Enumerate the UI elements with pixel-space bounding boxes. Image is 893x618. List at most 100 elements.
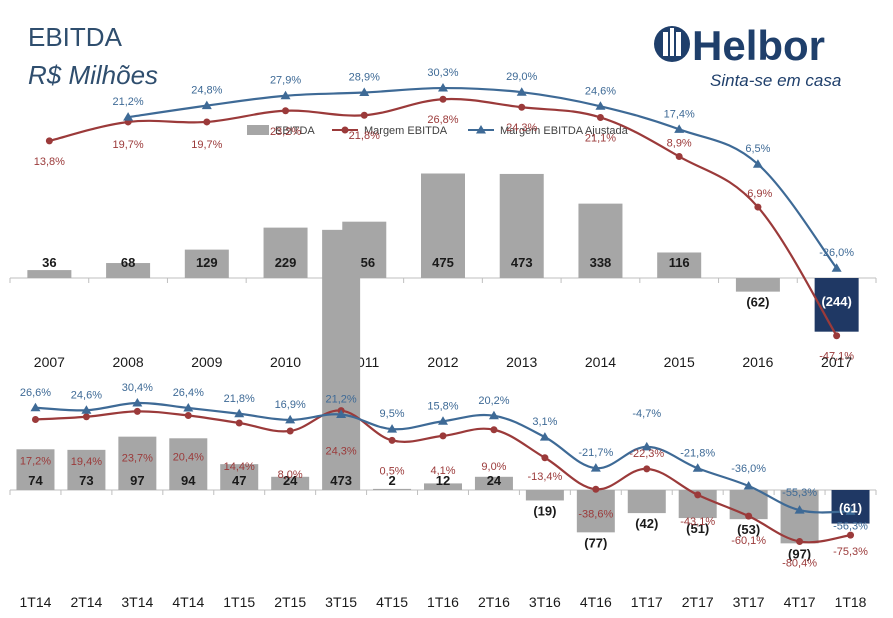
margem-ebitda-label: 23,2%	[270, 126, 301, 138]
margem-ebitda-point	[541, 454, 549, 462]
margem-ajustada-label: 15,8%	[427, 400, 458, 412]
margem-ajustada-label: -4,7%	[632, 408, 661, 420]
margem-ajustada-point	[285, 414, 296, 424]
legend-marker-circle	[341, 126, 349, 134]
annual-ebitda-chart: 36 68 129 229 256 475 473 338 116(62) (244)13,8%1…	[9, 67, 877, 370]
ebitda-value-label: 47	[232, 473, 246, 488]
x-tick-label: 2016	[742, 354, 773, 370]
margem-ajustada-point	[280, 90, 291, 100]
ebitda-bar	[373, 488, 412, 490]
margem-ajustada-point	[30, 402, 41, 412]
x-tick-label: 2014	[585, 354, 616, 370]
margem-ebitda-label: 20,4%	[173, 452, 204, 464]
margem-ajustada-label: 20,2%	[478, 395, 509, 407]
margem-ebitda-point	[45, 137, 53, 145]
ebitda-value-label: 97	[130, 473, 144, 488]
ebitda-value-label: 129	[196, 255, 218, 270]
ebitda-value-label: 116	[669, 255, 690, 270]
ebitda-bar	[627, 490, 666, 514]
helbor-logo: Helbor Sinta-se em casa	[654, 22, 841, 90]
x-tick-label: 3T15	[325, 594, 357, 610]
ebitda-value-label: (62)	[746, 295, 769, 310]
ebitda-bar	[220, 464, 259, 490]
ebitda-value-label: 24	[283, 473, 298, 488]
ebitda-value-label: 229	[275, 255, 297, 270]
ebitda-bar	[424, 483, 462, 490]
x-tick-label: 2010	[270, 354, 301, 370]
ebitda-value-label: (244)	[821, 294, 851, 309]
chart-legend: EBITDA Margem EBITDA Margem EBITDA Ajustad…	[247, 125, 629, 137]
x-tick-label: 2T17	[682, 594, 714, 610]
margem-ajustada-point	[132, 398, 143, 407]
margem-ajustada-point	[595, 101, 606, 110]
x-tick-label: 1T17	[631, 594, 663, 610]
margem-ebitda-point	[82, 413, 90, 421]
margem-ebitda-point	[643, 465, 651, 473]
margem-ebitda-point	[286, 427, 294, 435]
ebitda-bar	[657, 252, 702, 278]
logo-tagline: Sinta-se em casa	[710, 71, 841, 90]
margem-ajustada-label: 21,2%	[326, 394, 357, 406]
x-tick-label: 4T17	[784, 594, 816, 610]
ebitda-value-label: (53)	[737, 522, 760, 537]
x-tick-label: 3T17	[733, 594, 765, 610]
margem-ajustada-label: -21,7%	[578, 447, 613, 459]
margem-ebitda-point	[833, 332, 841, 340]
x-tick-label: 2013	[506, 354, 537, 370]
page-subtitle: R$ Milhões	[28, 60, 159, 90]
margem-ajustada-point	[516, 87, 527, 96]
margem-ebitda-point	[31, 416, 39, 423]
margem-ajustada-label: 29,0%	[506, 71, 537, 83]
margem-ebitda-point	[282, 107, 290, 115]
x-tick-label: 2T14	[70, 594, 102, 610]
ebitda-value-label: 12	[436, 473, 450, 488]
ebitda-value-label: 473	[511, 255, 533, 270]
margem-ebitda-label: 24,3%	[326, 446, 357, 458]
margem-ajustada-label: 9,5%	[380, 408, 405, 420]
margem-ebitda-point	[796, 538, 804, 545]
margem-ajustada-point	[488, 410, 499, 420]
x-tick-label: 1T18	[835, 594, 867, 610]
legend-label-2: Margem EBITDA Ajustada	[500, 125, 629, 137]
margem-ebitda-label: -80,4%	[782, 558, 817, 570]
margem-ebitda-point	[490, 426, 498, 434]
margem-ajustada-label: 21,2%	[112, 96, 143, 108]
legend-swatch-ebitda	[247, 125, 269, 135]
ebitda-value-label: (19)	[533, 503, 556, 518]
x-tick-label: 2015	[664, 354, 695, 370]
margem-ajustada-point	[590, 463, 601, 472]
margem-ebitda-point	[754, 203, 762, 211]
ebitda-value-label: 73	[79, 473, 93, 488]
ebitda-bar	[578, 203, 623, 278]
ebitda-bar	[735, 278, 780, 292]
x-tick-label: 2T15	[274, 594, 306, 610]
ebitda-value-label: 68	[121, 255, 135, 270]
ebitda-bar	[525, 490, 564, 501]
ebitda-bar	[322, 229, 361, 490]
margem-ebitda-label: 0,5%	[380, 465, 405, 477]
margem-ebitda-label: -47,1%	[819, 351, 854, 363]
ebitda-value-label: 338	[590, 255, 612, 270]
margem-ajustada-label: 28,9%	[349, 72, 380, 84]
margem-ebitda-point	[675, 153, 683, 161]
page-title: EBITDA	[28, 22, 122, 52]
margem-ebitda-label: 26,8%	[427, 114, 458, 126]
margem-ajustada-point	[201, 100, 212, 110]
margem-ajustada-label: 26,6%	[20, 387, 51, 399]
ebitda-value-label: (97)	[788, 546, 811, 561]
ebitda-bar	[169, 438, 208, 490]
margem-ebitda-point	[388, 436, 396, 444]
ebitda-value-label: (42)	[635, 516, 658, 531]
margem-ajustada-label: 27,9%	[270, 75, 301, 87]
ebitda-bar	[106, 263, 151, 278]
ebitda-bar	[576, 490, 615, 533]
ebitda-bar	[499, 173, 544, 278]
margem-ajustada-point	[438, 83, 448, 92]
margem-ajustada-point	[359, 87, 370, 97]
margem-ajustada-point	[539, 432, 550, 441]
margem-ajustada-label: 6,5%	[745, 143, 770, 155]
margem-ajustada-label: 24,6%	[585, 85, 616, 97]
margem-ebitda-point	[203, 118, 211, 126]
margem-ebitda-label: 17,2%	[20, 456, 51, 468]
